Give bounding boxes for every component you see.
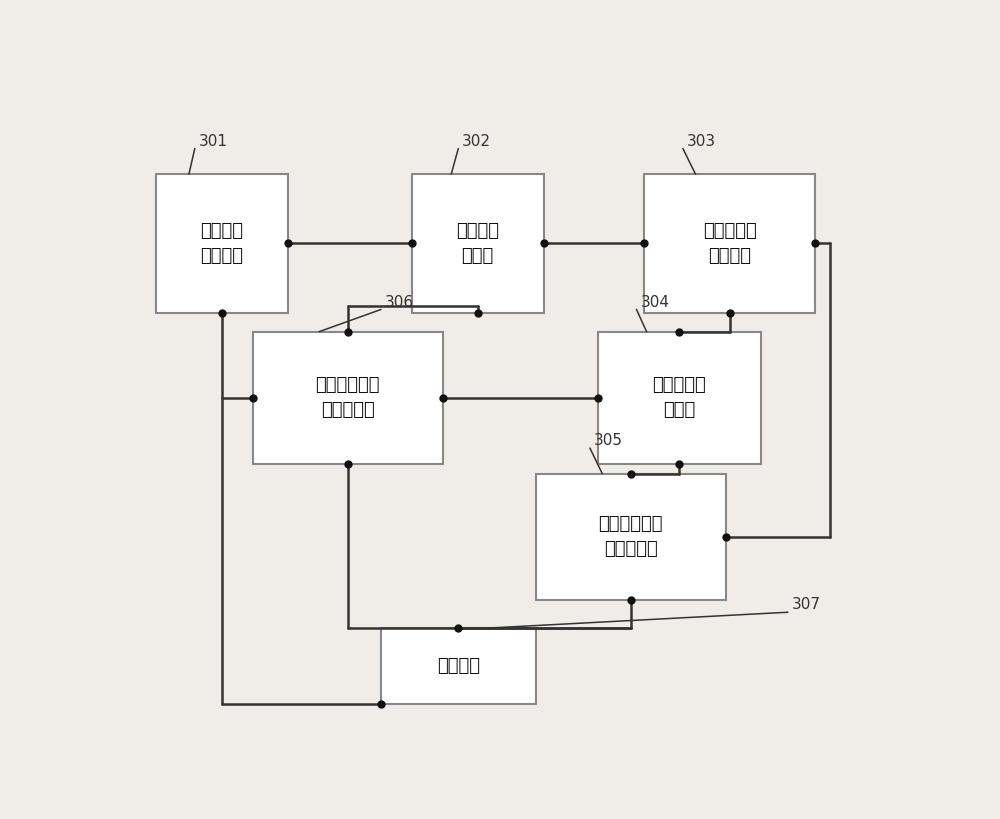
Bar [598, 332, 761, 464]
Text: 噪声阈值比
较模块: 噪声阈值比 较模块 [652, 376, 706, 419]
Text: 输出模块: 输出模块 [437, 657, 480, 675]
Bar [644, 174, 815, 313]
Text: 306: 306 [385, 295, 414, 310]
Bar [412, 174, 544, 313]
Text: 302: 302 [462, 133, 491, 149]
Text: 301: 301 [199, 133, 228, 149]
Text: 几何法计
算模块: 几何法计 算模块 [456, 222, 499, 265]
Text: 304: 304 [640, 295, 669, 310]
Text: 303: 303 [687, 133, 716, 149]
Text: 噪声百分比
计算模块: 噪声百分比 计算模块 [703, 222, 756, 265]
Text: 采集频谱
数据模块: 采集频谱 数据模块 [200, 222, 243, 265]
Text: 弱噪声最大频
率计算模块: 弱噪声最大频 率计算模块 [316, 376, 380, 419]
Text: 305: 305 [594, 433, 623, 448]
Bar [536, 473, 726, 600]
Bar [253, 332, 443, 464]
Text: 强噪声最大频
率计算模块: 强噪声最大频 率计算模块 [598, 515, 663, 558]
Bar [381, 628, 536, 704]
Bar [156, 174, 288, 313]
Text: 307: 307 [792, 597, 820, 613]
